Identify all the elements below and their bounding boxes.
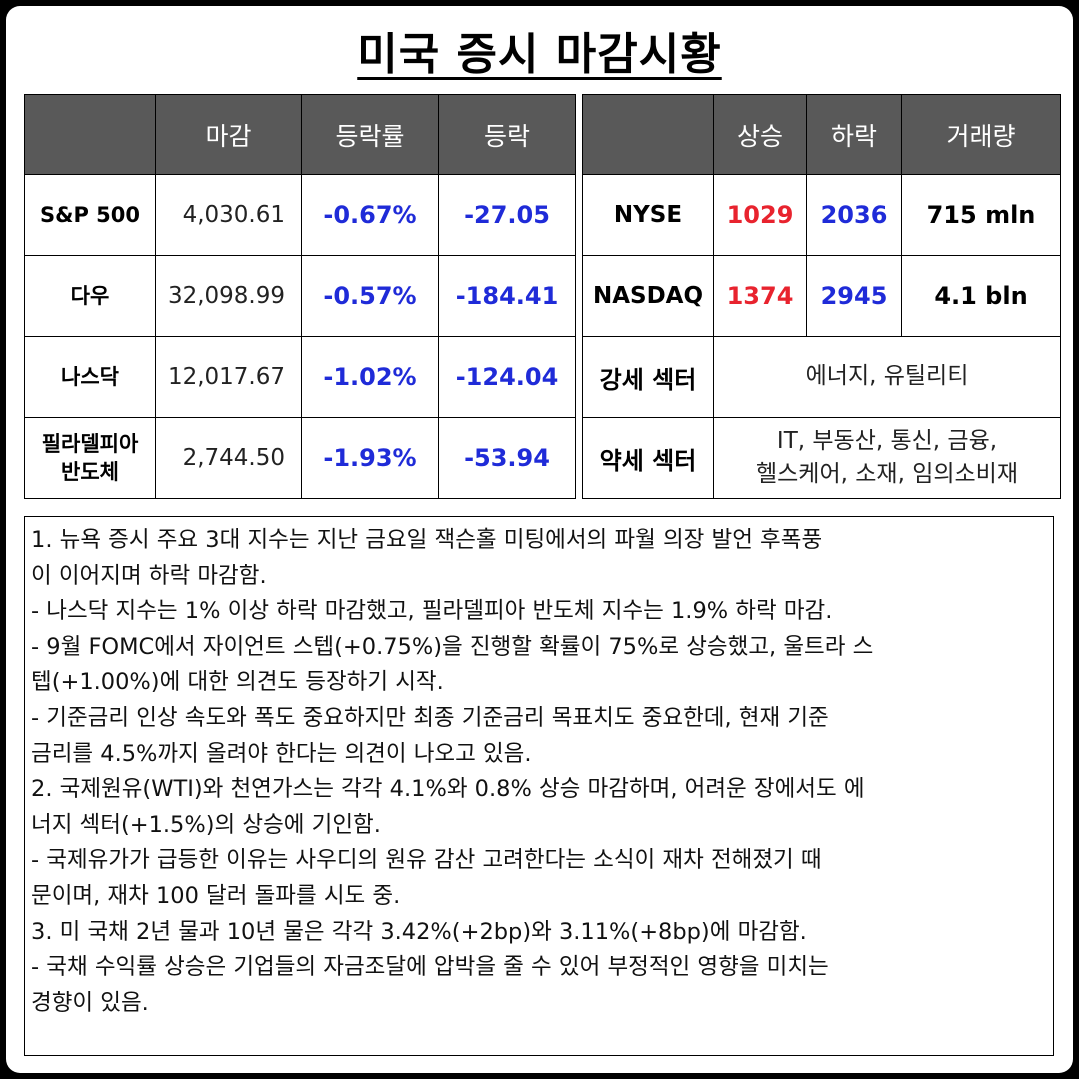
strong-sector-value: 에너지, 유틸리티 [713, 336, 1061, 418]
header-rate: 등락률 [301, 94, 439, 175]
strong-sector-label: 강세 섹터 [582, 336, 714, 418]
index-close: 32,098.99 [155, 255, 302, 337]
decline-count: 2036 [806, 174, 902, 256]
note-line: 1. 뉴욕 증시 주요 3대 지수는 지난 금요일 잭슨홀 미팅에서의 파월 의… [31, 527, 823, 553]
report-card: 미국 증시 마감시황 마감 등락률 등락 S&P 500 4,030.61 -0… [6, 6, 1073, 1073]
index-rate: -1.93% [301, 417, 439, 499]
index-rate: -1.02% [301, 336, 439, 418]
note-line: 문이며, 재차 100 달러 돌파를 시도 중. [31, 882, 401, 909]
note-line: 너지 섹터(+1.5%)의 상승에 기인함. [31, 811, 381, 838]
index-table: 마감 등락률 등락 S&P 500 4,030.61 -0.67% -27.05… [24, 94, 576, 499]
header-volume: 거래량 [901, 94, 1061, 175]
note-line: - 기준금리 인상 속도와 폭도 중요하지만 최종 기준금리 목표치도 중요한데… [31, 704, 829, 731]
header-change: 등락 [438, 94, 576, 175]
decline-count: 2945 [806, 255, 902, 337]
index-change: -27.05 [438, 174, 576, 256]
index-close: 2,744.50 [155, 417, 302, 499]
index-name: 필라델피아 반도체 [24, 417, 156, 499]
index-rate: -0.67% [301, 174, 439, 256]
table-row: NASDAQ 1374 2945 4.1 bln [582, 255, 1061, 337]
header-blank [582, 94, 714, 175]
note-line: 3. 미 국채 2년 물과 10년 물은 각각 3.42%(+2bp)와 3.1… [31, 918, 807, 945]
table-row: 필라델피아 반도체 2,744.50 -1.93% -53.94 [24, 417, 576, 499]
market-notes: 1. 뉴욕 증시 주요 3대 지수는 지난 금요일 잭슨홀 미팅에서의 파월 의… [24, 516, 1054, 1056]
table-row: NYSE 1029 2036 715 mln [582, 174, 1061, 256]
advance-count: 1374 [713, 255, 807, 337]
note-line: - 나스닥 지수는 1% 이상 하락 마감했고, 필라델피아 반도체 지수는 1… [31, 598, 833, 625]
weak-sector-line1: IT, 부동산, 통신, 금융, [776, 427, 998, 454]
note-line: - 국제유가가 급등한 이유는 사우디의 원유 감산 고려한다는 소식이 재차 … [31, 847, 822, 874]
index-name: 다우 [24, 255, 156, 337]
exchange-name: NYSE [582, 174, 714, 256]
index-name: S&P 500 [24, 174, 156, 256]
header-close: 마감 [155, 94, 302, 175]
weak-sector-value: IT, 부동산, 통신, 금융, 헬스케어, 소재, 임의소비재 [713, 417, 1061, 499]
index-rate: -0.57% [301, 255, 439, 337]
index-close: 12,017.67 [155, 336, 302, 418]
index-table-header: 마감 등락률 등락 [24, 94, 576, 175]
exchange-table-header: 상승 하락 거래량 [582, 94, 1061, 175]
index-name: 나스닥 [24, 336, 156, 418]
table-row: 나스닥 12,017.67 -1.02% -124.04 [24, 336, 576, 418]
page-title: 미국 증시 마감시황 [357, 29, 722, 80]
table-row: 다우 32,098.99 -0.57% -184.41 [24, 255, 576, 337]
index-name-line1: 필라델피아 [41, 431, 139, 456]
index-change: -184.41 [438, 255, 576, 337]
note-line: 이 이어지며 하락 마감함. [31, 562, 267, 589]
weak-sector-row: 약세 섹터 IT, 부동산, 통신, 금융, 헬스케어, 소재, 임의소비재 [582, 417, 1061, 499]
advance-count: 1029 [713, 174, 807, 256]
index-name-line2: 반도체 [61, 460, 119, 484]
header-advance: 상승 [713, 94, 807, 175]
index-change: -124.04 [438, 336, 576, 418]
exchange-table: 상승 하락 거래량 NYSE 1029 2036 715 mln NASDAQ … [582, 94, 1061, 499]
note-line: - 9월 FOMC에서 자이언트 스텝(+0.75%)을 진행할 확률이 75%… [31, 633, 874, 660]
strong-sector-row: 강세 섹터 에너지, 유틸리티 [582, 336, 1061, 418]
note-line: - 국채 수익률 상승은 기업들의 자금조달에 압박을 줄 수 있어 부정적인 … [31, 954, 829, 981]
weak-sector-line2: 헬스케어, 소재, 임의소비재 [755, 461, 1018, 487]
header-decline: 하락 [806, 94, 902, 175]
weak-sector-label: 약세 섹터 [582, 417, 714, 499]
volume: 4.1 bln [901, 255, 1061, 337]
note-line: 경향이 있음. [31, 989, 149, 1016]
index-change: -53.94 [438, 417, 576, 499]
note-line: 텝(+1.00%)에 대한 의견도 등장하기 시작. [31, 669, 444, 696]
note-line: 2. 국제원유(WTI)와 천연가스는 각각 4.1%와 0.8% 상승 마감하… [31, 776, 865, 803]
header-blank [24, 94, 156, 175]
note-line: 금리를 4.5%까지 올려야 한다는 의견이 나오고 있음. [31, 740, 532, 767]
index-close: 4,030.61 [155, 174, 302, 256]
volume: 715 mln [901, 174, 1061, 256]
table-row: S&P 500 4,030.61 -0.67% -27.05 [24, 174, 576, 256]
exchange-name: NASDAQ [582, 255, 714, 337]
